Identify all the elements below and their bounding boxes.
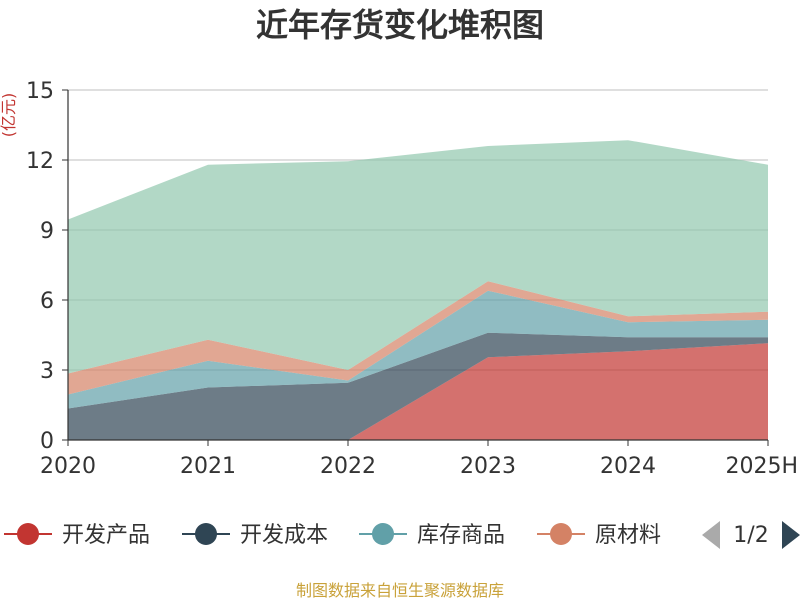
y-axis-label: (亿元)	[0, 93, 18, 138]
y-tick-label: 6	[40, 289, 54, 314]
y-tick-label: 0	[40, 429, 54, 454]
legend-prev-icon[interactable]	[702, 521, 720, 549]
x-tick-label: 2020	[40, 454, 96, 479]
legend-next-icon[interactable]	[782, 521, 800, 549]
legend-page-indicator: 1/2	[733, 523, 768, 548]
y-tick-label: 9	[40, 219, 54, 244]
legend-label: 库存商品	[417, 523, 505, 548]
legend-item[interactable]: 开发产品	[4, 523, 150, 548]
x-tick-label: 2023	[460, 454, 516, 479]
x-tick-label: 2024	[600, 454, 656, 479]
legend-item[interactable]: 原材料	[537, 523, 661, 548]
data-source-note: 制图数据来自恒生聚源数据库	[296, 581, 504, 600]
legend-label: 开发产品	[62, 523, 150, 548]
area-series-2	[68, 290, 768, 409]
legend-marker	[372, 523, 394, 545]
x-tick-label: 2021	[180, 454, 236, 479]
y-tick-label: 12	[26, 149, 54, 174]
area-series-4	[68, 140, 768, 374]
area-series-1	[68, 332, 768, 440]
area-series-3	[68, 281, 768, 395]
axes: 0 3 6 9 12 15 2020 2021 2022 2023 2024 2025H	[26, 79, 798, 479]
legend-marker	[17, 523, 39, 545]
y-tick-label: 15	[26, 79, 54, 104]
x-tick-label: 2022	[320, 454, 376, 479]
legend-item[interactable]: 库存商品	[359, 523, 505, 548]
legend-label: 开发成本	[240, 523, 328, 548]
chart-title: 近年存货变化堆积图	[256, 6, 544, 44]
legend-item[interactable]: 开发成本	[182, 523, 328, 548]
legend: 开发产品 开发成本 库存商品 原材料 1/2	[4, 521, 800, 549]
area-series-0	[68, 343, 768, 440]
y-tick-label: 3	[40, 359, 54, 384]
area-series	[68, 140, 768, 440]
legend-marker	[550, 523, 572, 545]
legend-marker	[195, 523, 217, 545]
x-tick-label: 2025H	[725, 454, 798, 479]
legend-label: 原材料	[595, 523, 661, 548]
